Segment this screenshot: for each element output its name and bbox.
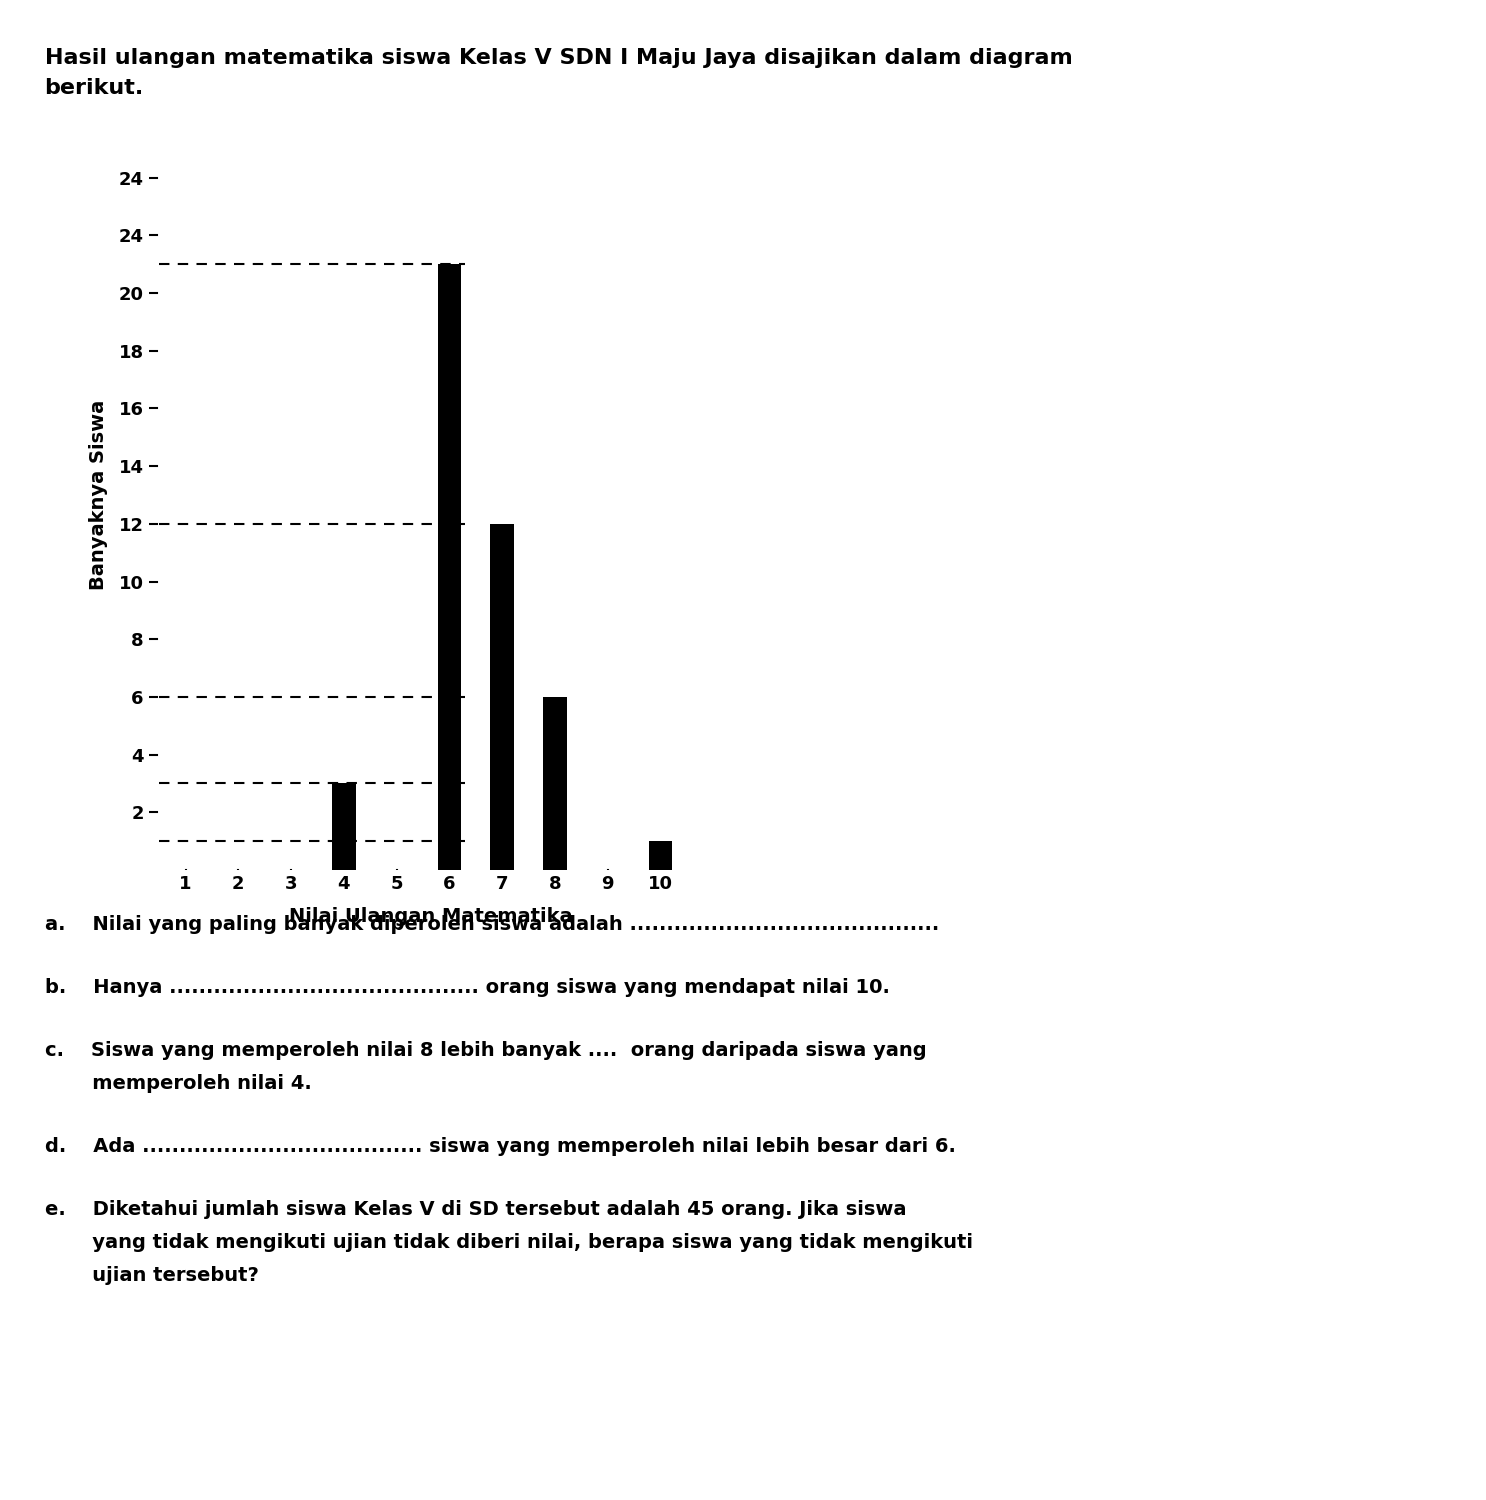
Text: e.    Diketahui jumlah siswa Kelas V di SD tersebut adalah 45 orang. Jika siswa: e. Diketahui jumlah siswa Kelas V di SD … [45,1200,906,1219]
Text: d.    Ada ...................................... siswa yang memperoleh nilai leb: d. Ada .................................… [45,1137,955,1156]
Bar [490,524,514,870]
Text: memperoleh nilai 4.: memperoleh nilai 4. [45,1074,312,1094]
Text: Hasil ulangan matematika siswa Kelas V SDN I Maju Jaya disajikan dalam diagram: Hasil ulangan matematika siswa Kelas V S… [45,48,1073,68]
Text: c.    Siswa yang memperoleh nilai 8 lebih banyak ....  orang daripada siswa yang: c. Siswa yang memperoleh nilai 8 lebih b… [45,1041,926,1060]
Y-axis label: Banyaknya Siswa: Banyaknya Siswa [89,400,107,590]
Bar [542,698,566,870]
Text: yang tidak mengikuti ujian tidak diberi nilai, berapa siswa yang tidak mengikuti: yang tidak mengikuti ujian tidak diberi … [45,1233,972,1252]
X-axis label: Nilai Ulangan Matematika: Nilai Ulangan Matematika [290,906,572,926]
Bar [331,783,355,870]
Text: ujian tersebut?: ujian tersebut? [45,1266,259,1286]
Bar [437,264,461,870]
Bar [648,842,672,870]
Text: a.    Nilai yang paling banyak diperoleh siswa adalah ..........................: a. Nilai yang paling banyak diperoleh si… [45,915,939,934]
Text: b.    Hanya .......................................... orang siswa yang mendapat: b. Hanya ...............................… [45,978,890,998]
Text: berikut.: berikut. [45,78,144,98]
